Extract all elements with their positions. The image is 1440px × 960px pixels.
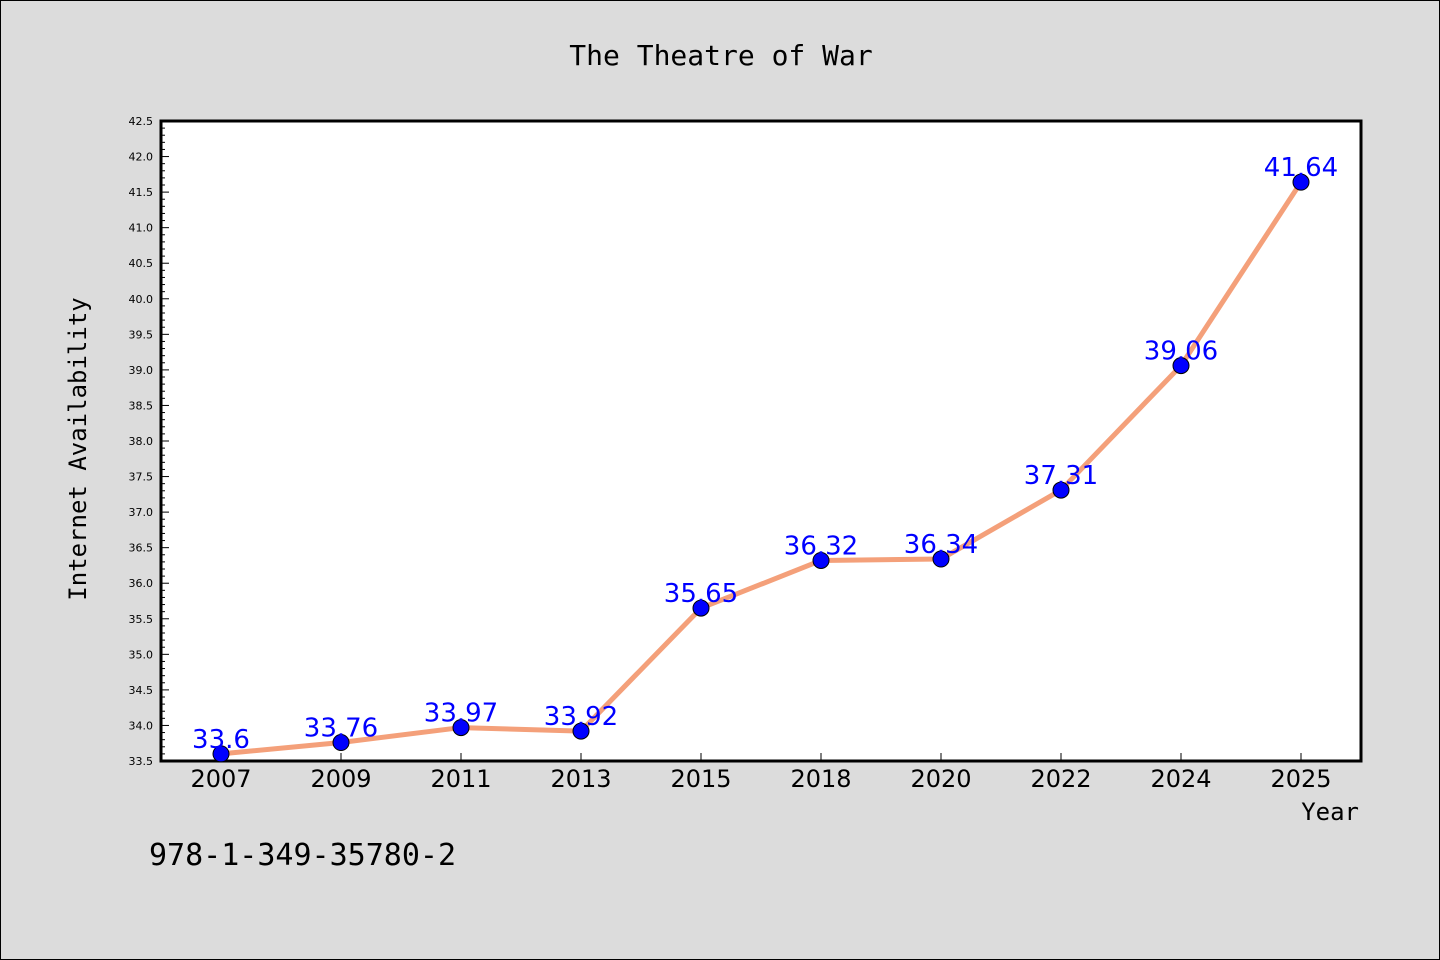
data-label: 35.65 <box>664 579 738 609</box>
data-label: 41.64 <box>1264 153 1338 183</box>
y-tick-label: 33.5 <box>129 755 154 768</box>
data-label: 33.76 <box>304 714 378 744</box>
data-point <box>332 734 350 752</box>
data-point <box>1052 481 1070 499</box>
y-tick-label: 36.0 <box>129 577 154 590</box>
data-point <box>692 599 710 617</box>
data-point <box>572 722 590 740</box>
data-label: 36.32 <box>784 531 858 561</box>
data-label: 33.92 <box>544 702 618 732</box>
y-tick-label: 40.0 <box>129 293 154 306</box>
data-label: 37.31 <box>1024 461 1098 491</box>
isbn-text: 978-1-349-35780-2 <box>149 838 456 873</box>
data-labels: 33.6 33.76 33.97 33.92 35.65 36.32 36.34 37.31 3… <box>192 153 1338 755</box>
plot-area <box>159 119 1363 763</box>
y-tick-label: 38.5 <box>129 399 154 412</box>
data-point <box>1172 357 1190 375</box>
series-line <box>218 179 1304 757</box>
x-tick-label: 2025 <box>1270 765 1331 793</box>
y-tick-label: 35.0 <box>129 648 154 661</box>
y-tick-label: 40.5 <box>129 257 154 270</box>
y-axis-ticks: 33.5 34.0 34.5 35.0 35.5 36.0 36.5 37.0 37.5 38.0… <box>129 115 169 768</box>
x-axis-ticks: 2007 2009 2011 2013 2015 2018 2020 2022 2024 2025 <box>190 753 1332 793</box>
data-label: 39.06 <box>1144 337 1218 367</box>
y-tick-label: 41.0 <box>129 222 154 235</box>
data-point <box>1292 173 1310 191</box>
y-tick-label: 42.0 <box>129 151 154 164</box>
data-label: 33.6 <box>192 725 250 755</box>
data-label: 36.34 <box>904 530 978 560</box>
y-axis-label: Internet Availability <box>64 297 92 600</box>
x-tick-label: 2015 <box>670 765 731 793</box>
y-tick-label: 37.0 <box>129 506 154 519</box>
x-tick-label: 2011 <box>430 765 491 793</box>
x-tick-label: 2024 <box>1150 765 1211 793</box>
y-tick-label: 39.5 <box>129 328 154 341</box>
x-tick-label: 2013 <box>550 765 611 793</box>
y-tick-label: 37.5 <box>129 471 154 484</box>
data-label: 33.97 <box>424 699 498 729</box>
x-tick-label: 2022 <box>1030 765 1091 793</box>
data-point <box>212 745 230 763</box>
y-tick-label: 38.0 <box>129 435 154 448</box>
data-point <box>812 551 830 569</box>
data-markers <box>212 173 1310 763</box>
y-tick-label: 41.5 <box>129 186 154 199</box>
chart-title: The Theatre of War <box>569 39 872 72</box>
x-tick-label: 2020 <box>910 765 971 793</box>
y-tick-label: 42.5 <box>129 115 154 128</box>
series-line-group <box>218 179 1304 757</box>
x-tick-label: 2018 <box>790 765 851 793</box>
x-tick-label: 2007 <box>190 765 251 793</box>
data-point <box>932 550 950 568</box>
y-tick-label: 35.5 <box>129 613 154 626</box>
y-tick-label: 39.0 <box>129 364 154 377</box>
y-tick-label: 36.5 <box>129 542 154 555</box>
y-tick-label: 34.0 <box>129 719 154 732</box>
y-tick-label: 34.5 <box>129 684 154 697</box>
data-point <box>452 719 470 737</box>
x-axis-label: Year <box>1301 798 1359 826</box>
x-tick-label: 2009 <box>310 765 371 793</box>
